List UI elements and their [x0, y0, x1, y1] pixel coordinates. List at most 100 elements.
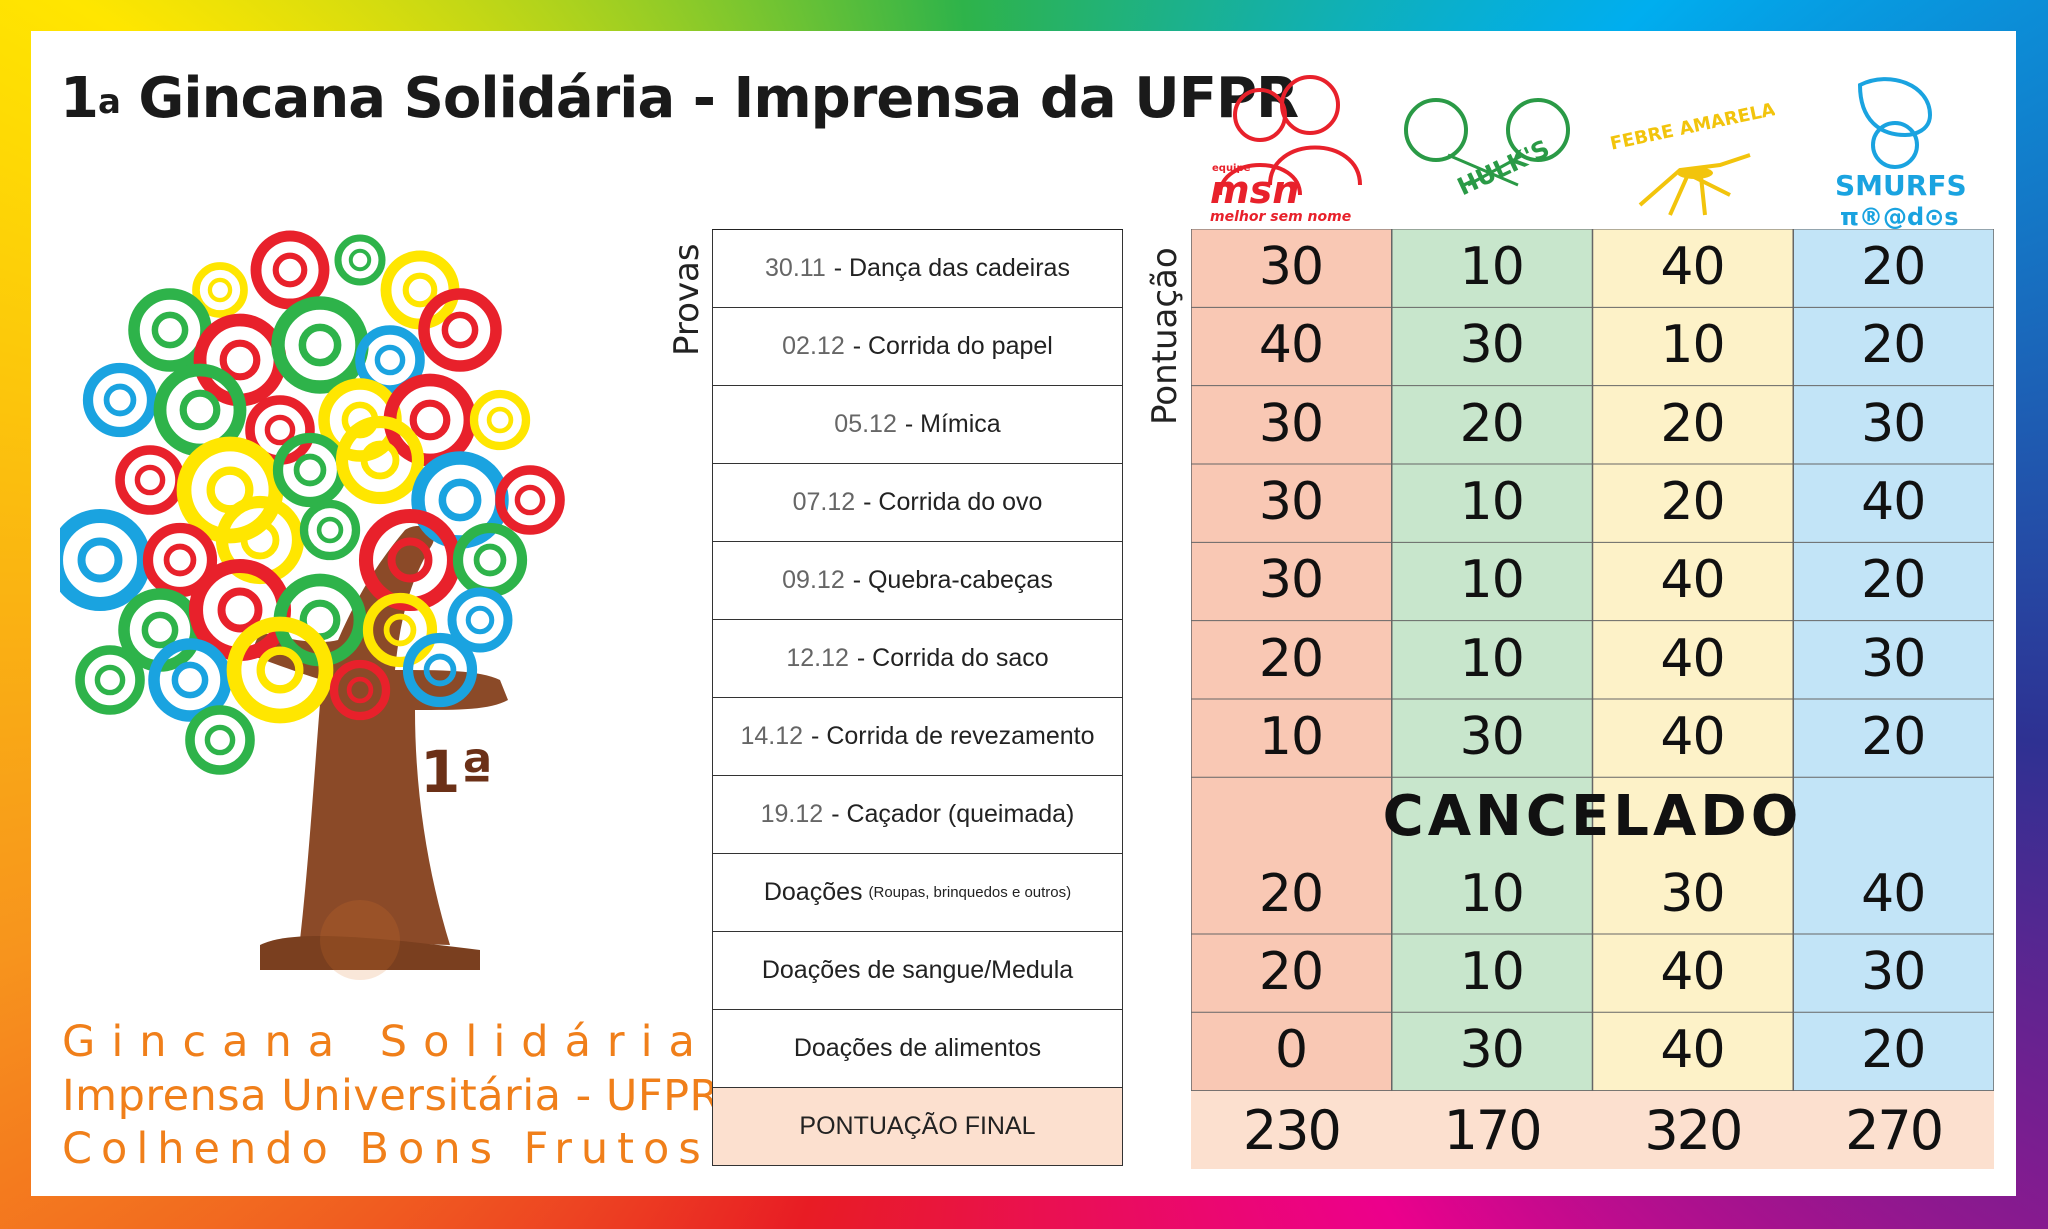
- team-column-4: [1793, 229, 1994, 1091]
- tree-trunk: [250, 525, 508, 980]
- cancelled-banner: CANCELADO: [1382, 783, 1803, 849]
- event-row: 02.12- Corrida do papel: [712, 308, 1123, 386]
- team-column-1: [1191, 229, 1392, 1091]
- score-cell: 30: [1660, 863, 1725, 924]
- score-cell: 30: [1258, 550, 1324, 611]
- score-cell: 40: [1660, 628, 1725, 689]
- event-row: Doações (Roupas, brinquedos e outros): [712, 854, 1123, 932]
- event-note: (Roupas, brinquedos e outros): [868, 884, 1072, 901]
- score-cell: 10: [1459, 550, 1525, 611]
- event-row: 19.12- Caçador (queimada): [712, 776, 1123, 854]
- event-row: 05.12- Mímica: [712, 386, 1123, 464]
- tagline-line-2: Imprensa Universitária - UFPR: [62, 1071, 720, 1121]
- score-cell: 20: [1861, 315, 1926, 376]
- event-date: 19.12: [760, 800, 824, 828]
- score-cell: 40: [1660, 706, 1725, 767]
- event-name: Doações de alimentos: [793, 1034, 1042, 1062]
- score-cell: 20: [1660, 393, 1725, 454]
- score-cell: 30: [1258, 393, 1324, 454]
- final-score-cell: 230: [1191, 1091, 1392, 1169]
- score-cell: 20: [1861, 550, 1926, 611]
- event-row: 30.11- Dança das cadeiras: [712, 230, 1123, 308]
- events-table: 30.11- Dança das cadeiras 02.12- Corrida …: [712, 229, 1123, 1166]
- msn-logo-tagline: melhor sem nome: [1210, 209, 1351, 225]
- score-cell: 10: [1459, 863, 1525, 924]
- event-row: Doações de alimentos: [712, 1010, 1123, 1088]
- score-grid-lines: [1191, 229, 1994, 1169]
- event-name: - Mímica: [904, 410, 1001, 438]
- score-cell: 30: [1459, 315, 1525, 376]
- score-cell: 20: [1258, 941, 1324, 1002]
- team-column-2: [1391, 229, 1593, 1091]
- final-score-cell: 170: [1391, 1091, 1593, 1169]
- hulks-logo-word: HULK'S: [1453, 134, 1554, 201]
- score-cell: 40: [1660, 237, 1725, 297]
- event-row: Doações de sangue/Medula: [712, 932, 1123, 1010]
- final-score-cell: 320: [1592, 1091, 1794, 1169]
- score-cell: 20: [1861, 1020, 1926, 1081]
- final-score-label: PONTUAÇÃO FINAL: [712, 1088, 1123, 1166]
- score-cell: 20: [1459, 393, 1525, 454]
- score-cell: 30: [1258, 471, 1324, 532]
- team-logo-febre-amarela: FEBRE AMARELA: [1608, 99, 1775, 216]
- event-name: Doações de sangue/Medula: [761, 956, 1074, 984]
- score-cell: 40: [1258, 315, 1324, 376]
- event-name: Doações: [763, 878, 863, 906]
- team-logo-msn: equipe msn melhor sem nome: [1210, 75, 1362, 225]
- event-name: - Quebra-cabeças: [852, 566, 1053, 594]
- event-row: 07.12- Corrida do ovo: [712, 464, 1123, 542]
- final-score-cell: 270: [1793, 1091, 1994, 1169]
- event-row: 12.12- Corrida do saco: [712, 620, 1123, 698]
- score-cell: 10: [1459, 237, 1525, 297]
- event-name: - Caçador (queimada): [831, 800, 1075, 828]
- event-date: 07.12: [792, 488, 856, 516]
- event-date: 12.12: [786, 644, 849, 672]
- fruit-circles: [60, 230, 565, 775]
- event-date: 05.12: [834, 410, 897, 438]
- event-date: 02.12: [782, 332, 845, 360]
- pontuacao-axis-label: Pontuação: [1145, 247, 1185, 425]
- score-cell: 30: [1861, 393, 1926, 454]
- score-cell: 30: [1459, 1020, 1525, 1081]
- smurfs-logo-subword: π®@d⊙s: [1840, 203, 1959, 231]
- score-cell: 10: [1660, 315, 1725, 376]
- event-name: - Dança das cadeiras: [833, 254, 1070, 282]
- score-cell: 40: [1660, 550, 1725, 611]
- score-cell: 10: [1459, 628, 1525, 689]
- score-cell: 20: [1861, 237, 1926, 297]
- scores-table: 30 10 40 20 40 30 10 20 30 20 20 30 30 10 20 40 30 10 40 20…: [1191, 229, 1994, 1169]
- score-cell: 40: [1660, 1020, 1725, 1081]
- event-row: 09.12- Quebra-cabeças: [712, 542, 1123, 620]
- team-column-3: [1592, 229, 1794, 1091]
- provas-axis-label: Provas: [667, 243, 707, 356]
- event-name: - Corrida do ovo: [863, 488, 1043, 516]
- score-cell: 40: [1861, 471, 1926, 532]
- score-cell: 20: [1258, 628, 1324, 689]
- score-cell: 20: [1258, 863, 1324, 924]
- event-row: 14.12- Corrida de revezamento: [712, 698, 1123, 776]
- team-logo-hulks: HULK'S: [1404, 98, 1570, 201]
- score-cell: 10: [1459, 941, 1525, 1002]
- event-name: - Corrida do papel: [852, 332, 1053, 360]
- score-cell: 30: [1258, 237, 1324, 297]
- score-cell: 10: [1258, 706, 1324, 767]
- event-date: 09.12: [782, 566, 845, 594]
- msn-logo-word: msn: [1210, 168, 1299, 212]
- page-title: 1a Gincana Solidária - Imprensa da UFPR: [60, 66, 1299, 131]
- tagline-line-3: Colhendo Bons Frutos: [62, 1124, 710, 1174]
- smurfs-logo-word: SMURFS: [1835, 169, 1967, 202]
- score-cell: 10: [1459, 471, 1525, 532]
- score-cell: 0: [1274, 1020, 1308, 1081]
- tree-illustration: 1ª: [60, 230, 565, 980]
- score-cell: 30: [1861, 941, 1926, 1002]
- score-cell: 40: [1861, 863, 1926, 924]
- score-cell: 40: [1660, 941, 1725, 1002]
- event-date: 30.11: [765, 254, 826, 282]
- event-date: 14.12: [740, 722, 804, 750]
- team-logo-smurfs: SMURFS π®@d⊙s: [1835, 77, 1967, 231]
- score-cell: 20: [1861, 706, 1926, 767]
- msn-logo-equipe: equipe: [1212, 163, 1251, 174]
- score-cell: 30: [1459, 706, 1525, 767]
- febre-amarela-logo-word: FEBRE AMARELA: [1608, 99, 1775, 154]
- score-cell: 20: [1660, 471, 1725, 532]
